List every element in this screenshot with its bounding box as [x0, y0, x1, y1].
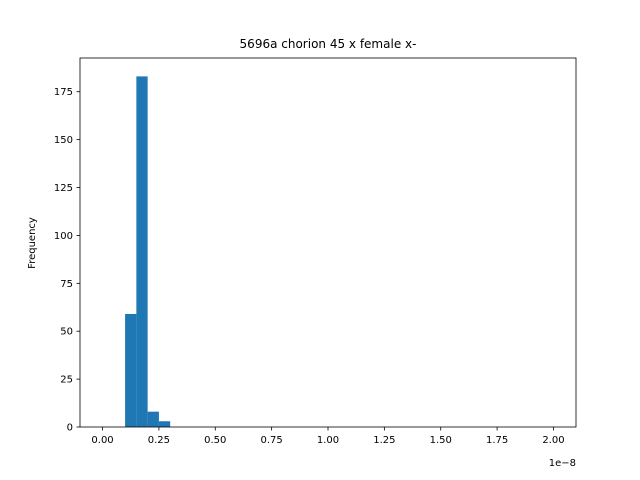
y-tick-label: 75 — [60, 279, 73, 290]
x-axis-ticks: 0.00 0.25 0.50 0.75 1.00 1.25 1.50 1.75 2.00 — [91, 427, 565, 446]
y-tick-label: 125 — [54, 183, 73, 194]
x-tick-label: 0.75 — [261, 435, 283, 446]
y-axis-ticks: 0 25 50 75 100 125 150 175 — [54, 87, 80, 434]
y-tick-label: 0 — [67, 423, 73, 434]
histogram-bar-2 — [136, 76, 148, 428]
x-tick-label: 1.50 — [430, 435, 452, 446]
y-axis-label: Frequency — [27, 217, 38, 269]
x-tick-label: 1.25 — [373, 435, 395, 446]
histogram-bar-3 — [147, 411, 159, 427]
x-tick-label: 1.75 — [486, 435, 508, 446]
x-tick-label: 0.50 — [204, 435, 226, 446]
y-tick-label: 50 — [60, 327, 73, 338]
y-tick-label: 150 — [54, 135, 73, 146]
histogram-bar-4 — [158, 421, 171, 427]
x-tick-label: 2.00 — [542, 435, 564, 446]
x-offset-label: 1e−8 — [549, 458, 576, 469]
y-tick-label: 100 — [54, 231, 73, 242]
bars-group — [125, 76, 171, 428]
chart-title: 5696a chorion 45 x female x- — [240, 37, 417, 51]
y-tick-label: 25 — [60, 375, 73, 386]
x-tick-label: 0.25 — [148, 435, 170, 446]
x-tick-label: 0.00 — [91, 435, 113, 446]
histogram-bar-1 — [125, 313, 137, 427]
y-tick-label: 175 — [54, 87, 73, 98]
x-tick-label: 1.00 — [317, 435, 339, 446]
